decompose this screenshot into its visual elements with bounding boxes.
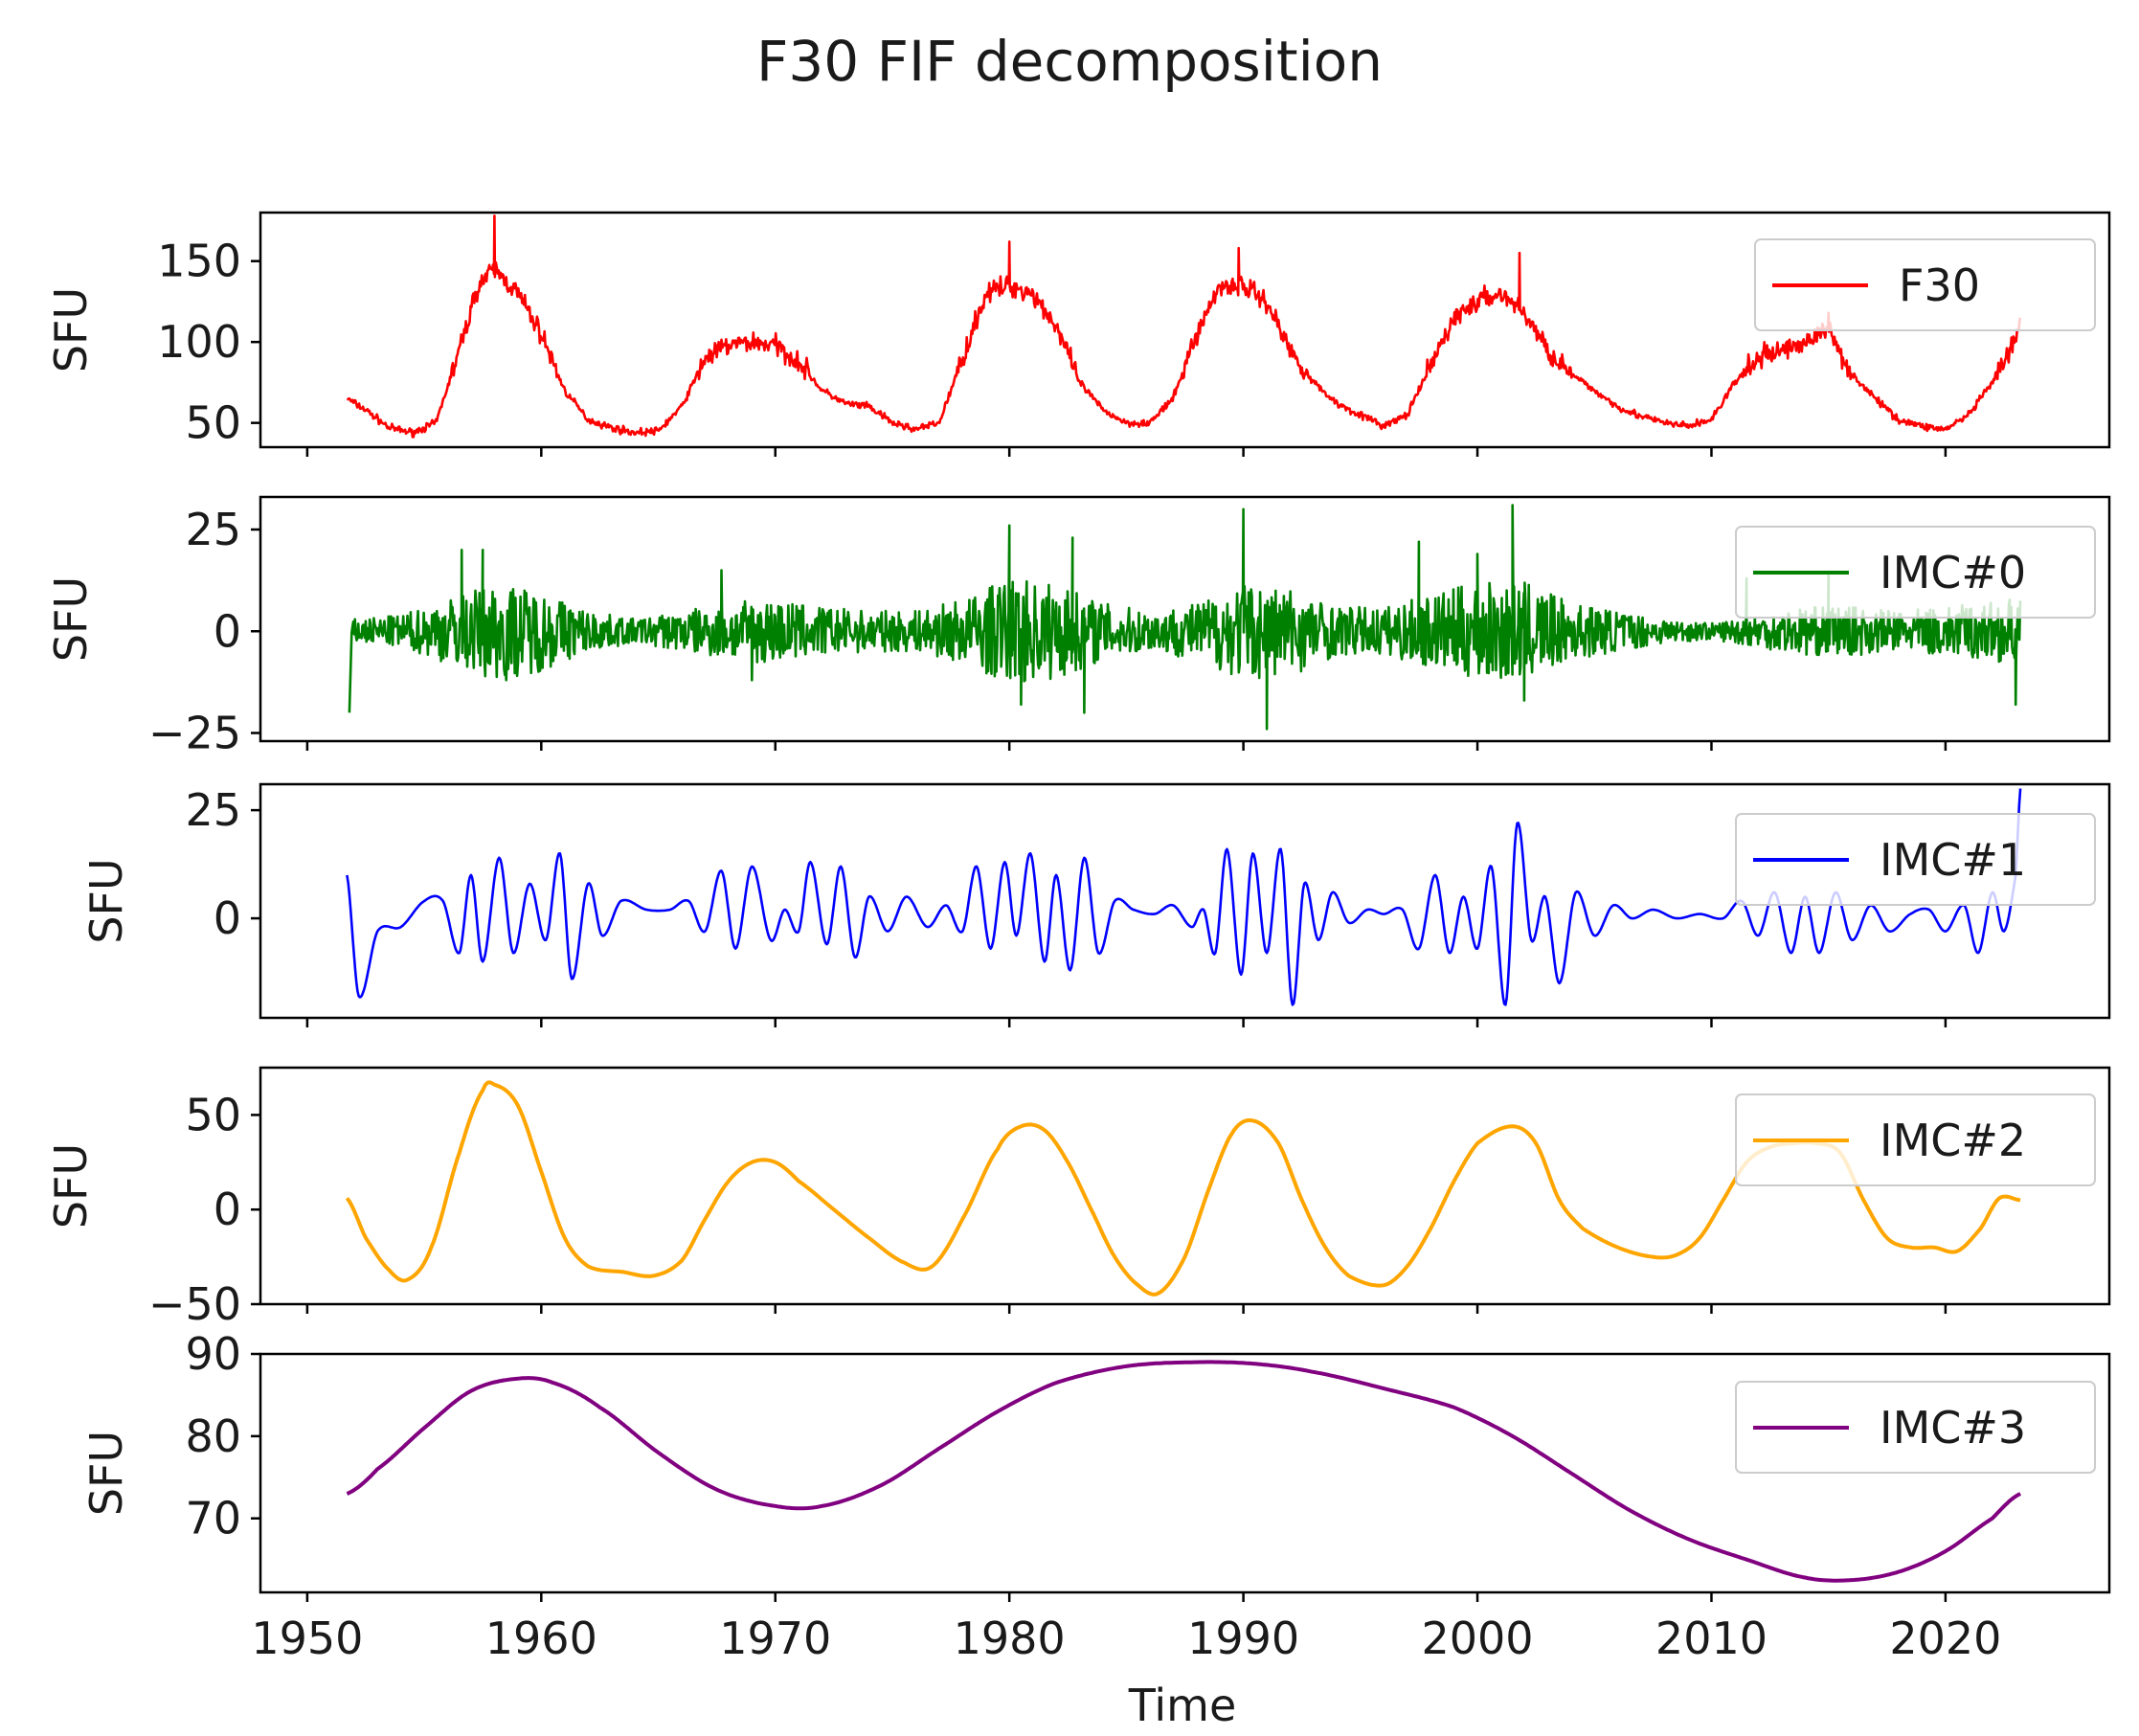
panel-f30: 50 100 150 SFU F30 <box>45 211 2111 457</box>
y-tick-label: 25 <box>185 504 241 555</box>
legend: IMC#0 <box>1735 526 2096 619</box>
x-tick-label: 1970 <box>719 1612 831 1664</box>
legend: IMC#3 <box>1735 1381 2096 1474</box>
chart-title: F30 FIF decomposition <box>756 29 1383 94</box>
y-tick-label: 80 <box>185 1410 241 1462</box>
plot-frame <box>259 782 2111 1020</box>
x-tick-label: 2010 <box>1655 1612 1767 1664</box>
legend-box <box>1735 526 2096 619</box>
legend-box <box>1735 1381 2096 1474</box>
legend-label: IMC#1 <box>1880 834 2026 886</box>
y-tick-label: 150 <box>157 236 241 287</box>
y-tick-label: 90 <box>185 1328 241 1380</box>
x-axis: 1950 1960 1970 1980 1990 2000 2010 2020 <box>251 1612 2001 1664</box>
legend: IMC#2 <box>1735 1093 2096 1186</box>
panel-imc0: 25 0 −25 SFU IMC#0 <box>45 495 2111 759</box>
x-tick-label: 1960 <box>485 1612 597 1664</box>
series-line-imc3 <box>346 1360 2021 1583</box>
x-axis-label: Time <box>1128 1680 1237 1731</box>
panel-imc3: 90 80 70 SFU IMC#3 <box>80 1328 2111 1602</box>
legend-box <box>1735 813 2096 906</box>
y-tick-label: −25 <box>148 708 241 759</box>
legend-box <box>1735 1093 2096 1186</box>
y-tick-label: 100 <box>157 316 241 368</box>
y-axis-label: SFU <box>80 1431 132 1516</box>
y-tick-label: 0 <box>214 892 241 944</box>
legend-label: F30 <box>1899 259 1980 311</box>
y-tick-label: −50 <box>148 1278 241 1330</box>
panels: 50 100 150 SFU F30 25 0 −25 SFU IMC#0 25 0 SFU IMC#1 5… <box>45 211 2111 1602</box>
series-line-f30 <box>346 214 2021 439</box>
panel-imc1: 25 0 SFU IMC#1 <box>80 782 2111 1027</box>
y-tick-label: 50 <box>185 1089 241 1140</box>
panel-imc2: 50 0 −50 SFU IMC#2 <box>45 1066 2111 1330</box>
plot-frame <box>259 211 2111 449</box>
legend-label: IMC#3 <box>1880 1402 2026 1454</box>
x-tick-label: 1990 <box>1187 1612 1299 1664</box>
y-axis-label: SFU <box>45 1143 97 1229</box>
x-tick-label: 2020 <box>1889 1612 2001 1664</box>
x-tick-label: 1980 <box>954 1612 1066 1664</box>
legend: F30 <box>1754 238 2096 331</box>
plot-frame <box>259 1352 2111 1594</box>
y-tick-label: 0 <box>214 605 241 657</box>
y-tick-label: 0 <box>214 1184 241 1235</box>
y-tick-label: 50 <box>185 397 241 449</box>
legend-label: IMC#2 <box>1880 1115 2026 1166</box>
x-tick-label: 1950 <box>251 1612 363 1664</box>
y-axis-label: SFU <box>80 858 132 943</box>
legend: IMC#1 <box>1735 813 2096 906</box>
y-tick-label: 70 <box>185 1493 241 1544</box>
plot-frame <box>259 1066 2111 1306</box>
legend-box <box>1754 238 2096 331</box>
y-tick-label: 25 <box>185 784 241 836</box>
plot-frame <box>259 495 2111 743</box>
x-tick-label: 2000 <box>1421 1612 1533 1664</box>
y-axis-label: SFU <box>45 576 97 662</box>
y-axis-label: SFU <box>45 287 97 372</box>
legend-label: IMC#0 <box>1880 547 2026 598</box>
series-line-imc0 <box>348 504 2022 731</box>
